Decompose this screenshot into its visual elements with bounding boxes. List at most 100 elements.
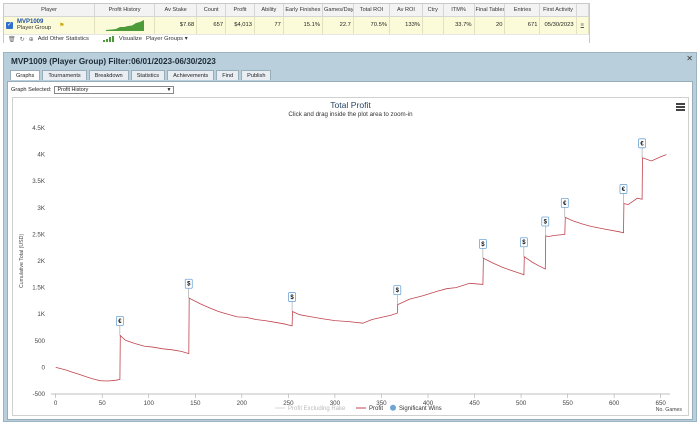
itm-cell: 33.7% <box>443 16 475 34</box>
y-tick-label: 4K <box>37 152 45 159</box>
player-group-label: Player Group <box>17 25 52 32</box>
chart-title: Total Profit <box>330 100 371 110</box>
y-axis-title: Cumulative Total (USD) <box>19 234 25 288</box>
y-tick-label: 2K <box>37 258 45 265</box>
significant-win-symbol: $ <box>290 295 294 301</box>
player-groups-dropdown[interactable]: Player Groups ▾ <box>146 36 188 42</box>
player-name-link[interactable]: MVP1009 <box>17 19 44 26</box>
significant-win-symbol: € <box>622 187 626 193</box>
profit-series-line <box>55 154 667 382</box>
col-header-av-roi[interactable]: Av ROI <box>389 4 423 17</box>
significant-win-flag <box>184 278 193 289</box>
significant-win-flag <box>393 285 402 296</box>
tab-tournaments[interactable]: Tournaments <box>42 70 87 80</box>
x-tick-label: 250 <box>283 400 294 407</box>
graph-select-row: Graph Selected: Profit History ▼ <box>11 86 175 94</box>
early-finishes-cell: 15.1% <box>283 16 323 34</box>
row-menu-icon[interactable]: ≡ <box>576 16 590 34</box>
chart-container[interactable]: Total Profit Click and drag inside the p… <box>12 97 689 416</box>
y-tick-label: -500 <box>33 391 46 398</box>
games-day-cell: 22.7 <box>322 16 354 34</box>
panel-tabs: Graphs Tournaments Breakdown Statistics … <box>10 70 272 80</box>
significant-win-symbol: $ <box>187 282 191 288</box>
legend-excluding-rake-label: Profit Excluding Rake <box>288 406 346 412</box>
y-tick-label: 1K <box>37 311 45 318</box>
y-tick-label: 4.5K <box>32 125 46 132</box>
refresh-icon[interactable]: ↻ <box>19 36 25 43</box>
col-header-ability[interactable]: Ability <box>254 4 284 17</box>
significant-win-symbol: € <box>118 319 122 325</box>
significant-win-flag <box>288 292 296 302</box>
final-tables-cell: 20 <box>474 16 506 34</box>
chart-subtitle: Click and drag inside the plot area to z… <box>288 111 413 118</box>
tab-find[interactable]: Find <box>216 70 240 80</box>
x-tick-label: 150 <box>190 400 201 407</box>
col-header-player[interactable]: Player <box>4 4 96 17</box>
stats-toolbar: 🗑 ↻ ⊕ Add Other Statistics Visualize Pla… <box>4 34 589 43</box>
count-cell: 657 <box>196 16 227 34</box>
col-header-count[interactable]: Count <box>196 4 227 17</box>
significant-win-flag <box>560 197 569 208</box>
x-tick-label: 300 <box>330 400 341 407</box>
av-roi-cell: 133% <box>389 16 423 34</box>
tab-publish[interactable]: Publish <box>241 70 272 80</box>
significant-win-symbol: $ <box>544 219 548 225</box>
chart-menu-icon[interactable] <box>676 103 685 112</box>
x-tick-label: 100 <box>144 400 155 407</box>
col-header-itm[interactable]: ITM% <box>443 4 475 17</box>
group-icon: ⚑ <box>59 22 65 29</box>
col-header-games-day[interactable]: Games/Day <box>322 4 354 17</box>
x-tick-label: 0 <box>54 400 58 407</box>
table-row[interactable]: MVP1009 Player Group ⚑ $7.68 657 $4,013 … <box>4 16 590 34</box>
add-other-statistics-button[interactable]: Add Other Statistics <box>37 36 89 42</box>
profit-chart[interactable]: -500 0 500 1K 1.5K 2K 2.5K 3K 3.5K 4K 4.5K 0 50 100 15… <box>13 98 690 417</box>
y-tick-label: 3K <box>37 205 45 212</box>
tab-statistics[interactable]: Statistics <box>130 70 166 80</box>
significant-win-flag <box>638 138 646 149</box>
x-tick-label: 650 <box>656 400 667 407</box>
significant-win-symbol: € <box>563 201 567 207</box>
y-tick-label: 2.5K <box>32 231 46 238</box>
add-icon[interactable]: ⊕ <box>28 36 34 43</box>
significant-win-symbol: $ <box>396 288 400 294</box>
ability-cell: 77 <box>254 16 284 34</box>
close-icon[interactable]: ✕ <box>686 54 693 63</box>
bar-chart-icon <box>102 36 115 42</box>
col-header-profit-history[interactable]: Profit History <box>94 4 155 17</box>
profit-sparkline-icon <box>105 20 144 32</box>
profit-history-sparkline-cell <box>94 16 155 34</box>
tab-graphs[interactable]: Graphs <box>10 70 41 80</box>
significant-win-symbol: € <box>640 141 644 147</box>
legend-profit-label: Profit <box>369 406 383 412</box>
col-header-first-activity[interactable]: First Activity <box>539 4 577 17</box>
first-activity-cell: 05/30/2023 <box>539 16 577 34</box>
graph-select-dropdown[interactable]: Profit History ▼ <box>54 86 175 94</box>
profit-cell: $4,013 <box>225 16 255 34</box>
x-tick-label: 400 <box>423 400 434 407</box>
stats-table: Player Profit History Av Stake Count Pro… <box>3 3 590 43</box>
col-header-early-finishes[interactable]: Early Finishes <box>283 4 323 17</box>
total-roi-cell: 70.5% <box>353 16 390 34</box>
x-tick-label: 500 <box>516 400 527 407</box>
tab-breakdown[interactable]: Breakdown <box>88 70 129 80</box>
y-tick-label: 1.5K <box>32 285 46 292</box>
visualize-button[interactable]: Visualize <box>118 36 143 42</box>
significant-win-flag <box>479 238 487 249</box>
col-header-final-tables[interactable]: Final Tables <box>474 4 506 17</box>
x-tick-label: 50 <box>99 400 106 407</box>
trash-icon[interactable]: 🗑 <box>8 36 16 43</box>
row-checkbox[interactable] <box>6 21 13 29</box>
col-header-profit[interactable]: Profit <box>225 4 255 17</box>
col-header-ctry[interactable]: Ctry <box>422 4 444 17</box>
col-header-extra <box>576 4 590 17</box>
col-header-av-stake[interactable]: Av Stake <box>154 4 198 17</box>
chevron-down-icon: ▼ <box>166 87 172 93</box>
significant-win-symbol: $ <box>481 242 485 248</box>
col-header-entries[interactable]: Entries <box>504 4 541 17</box>
av-stake-cell: $7.68 <box>154 16 198 34</box>
col-header-total-roi[interactable]: Total ROI <box>353 4 390 17</box>
tab-achievements[interactable]: Achievements <box>167 70 215 80</box>
y-tick-label: 3.5K <box>32 178 46 185</box>
player-cell[interactable]: MVP1009 Player Group ⚑ <box>4 16 96 34</box>
x-tick-label: 550 <box>562 400 573 407</box>
